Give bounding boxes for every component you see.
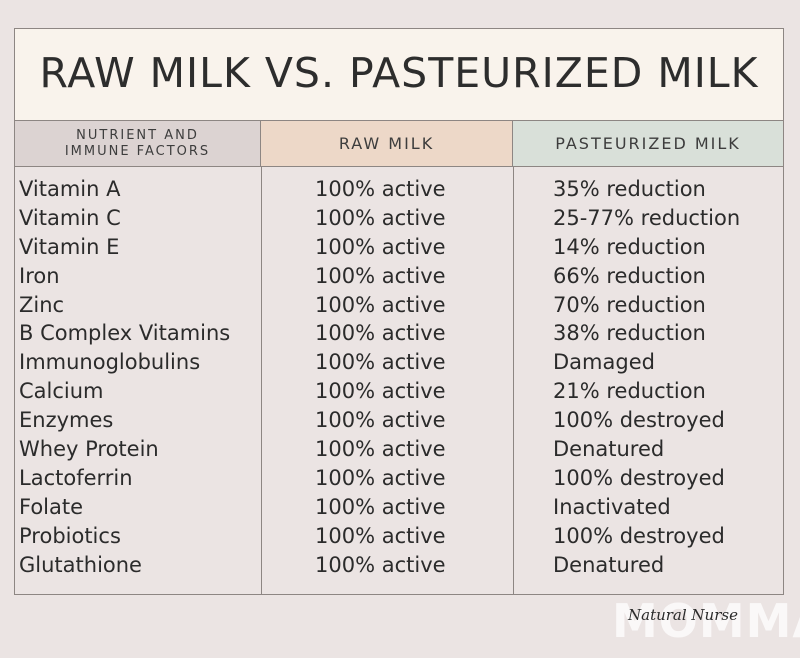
table-row: Immunoglobulins 100% active Damaged xyxy=(15,348,783,377)
raw-milk-cell: 100% active xyxy=(315,350,446,375)
table-row: Enzymes 100% active 100% destroyed xyxy=(15,406,783,435)
pasteurized-milk-cell: 100% destroyed xyxy=(553,465,725,490)
pasteurized-milk-cell: 35% reduction xyxy=(553,177,706,201)
raw-milk-cell: 100% active xyxy=(315,494,446,519)
column-header-raw-milk: RAW MILK xyxy=(261,121,513,167)
column-header-nutrient: NUTRIENT AND IMMUNE FACTORS xyxy=(15,121,261,167)
raw-milk-cell: 100% active xyxy=(315,465,446,490)
comparison-card: RAW MILK VS. PASTEURIZED MILK NUTRIENT A… xyxy=(14,28,784,595)
title-box: RAW MILK VS. PASTEURIZED MILK xyxy=(15,29,783,121)
pasteurized-milk-cell: 14% reduction xyxy=(553,234,706,259)
pasteurized-milk-cell: Inactivated xyxy=(553,494,671,519)
nutrient-cell: Lactoferrin xyxy=(19,465,133,490)
pasteurized-milk-cell: Denatured xyxy=(553,437,665,462)
raw-milk-cell: 100% active xyxy=(315,177,446,201)
column-divider-1 xyxy=(261,167,262,595)
nutrient-cell: Immunoglobulins xyxy=(19,350,201,375)
raw-milk-cell: 100% active xyxy=(315,437,446,462)
watermark-big-text: MOMMA xyxy=(612,594,800,648)
nutrient-cell: Vitamin E xyxy=(19,234,120,259)
nutrient-cell: Zinc xyxy=(19,292,65,317)
table-row: Vitamin C 100% active 25-77% reduction xyxy=(15,204,783,233)
nutrient-cell: Calcium xyxy=(19,379,104,404)
raw-milk-cell: 100% active xyxy=(315,408,446,433)
pasteurized-milk-cell: 25-77% reduction xyxy=(553,205,741,230)
table-row: Vitamin E 100% active 14% reduction xyxy=(15,233,783,262)
raw-milk-cell: 100% active xyxy=(315,379,446,404)
raw-milk-cell: 100% active xyxy=(315,205,446,230)
table-row: B Complex Vitamins 100% active 38% reduc… xyxy=(15,319,783,348)
nutrient-cell: Vitamin A xyxy=(19,177,121,201)
nutrient-cell: Iron xyxy=(19,263,60,288)
pasteurized-milk-cell: Damaged xyxy=(553,350,655,375)
pasteurized-milk-cell: 70% reduction xyxy=(553,292,706,317)
column-divider-2 xyxy=(513,167,514,595)
column-header-nutrient-line2: IMMUNE FACTORS xyxy=(64,143,211,159)
nutrient-cell: Probiotics xyxy=(19,523,121,548)
pasteurized-milk-cell: 100% destroyed xyxy=(553,523,725,548)
nutrient-cell: Enzymes xyxy=(19,408,114,433)
pasteurized-milk-cell: 100% destroyed xyxy=(553,408,725,433)
raw-milk-cell: 100% active xyxy=(315,263,446,288)
table-row: Calcium 100% active 21% reduction xyxy=(15,377,783,406)
raw-milk-cell: 100% active xyxy=(315,552,446,577)
table-row: Vitamin A 100% active 35% reduction xyxy=(15,175,783,204)
raw-milk-cell: 100% active xyxy=(315,292,446,317)
nutrient-cell: B Complex Vitamins xyxy=(19,321,231,346)
raw-milk-cell: 100% active xyxy=(315,321,446,346)
page-title: RAW MILK VS. PASTEURIZED MILK xyxy=(39,49,759,97)
pasteurized-milk-cell: Denatured xyxy=(553,552,665,577)
nutrient-cell: Vitamin C xyxy=(19,205,121,230)
pasteurized-milk-cell: 21% reduction xyxy=(553,379,706,404)
raw-milk-cell: 100% active xyxy=(315,234,446,259)
table-row: Glutathione 100% active Denatured xyxy=(15,551,783,580)
table-row: Zinc 100% active 70% reduction xyxy=(15,291,783,320)
watermark-logo: MOMMA Natural Nurse xyxy=(612,594,800,652)
pasteurized-milk-cell: 38% reduction xyxy=(553,321,706,346)
raw-milk-cell: 100% active xyxy=(315,523,446,548)
nutrient-cell: Folate xyxy=(19,494,84,519)
column-header-nutrient-line1: NUTRIENT AND xyxy=(76,127,199,143)
nutrient-cell: Glutathione xyxy=(19,552,142,577)
table-row: Lactoferrin 100% active 100% destroyed xyxy=(15,464,783,493)
pasteurized-milk-cell: 66% reduction xyxy=(553,263,706,288)
nutrient-cell: Whey Protein xyxy=(19,437,159,462)
table-row: Whey Protein 100% active Denatured xyxy=(15,435,783,464)
table-row: Folate 100% active Inactivated xyxy=(15,493,783,522)
table-row: Probiotics 100% active 100% destroyed xyxy=(15,522,783,551)
watermark-script-text: Natural Nurse xyxy=(628,606,738,624)
column-header-pasteurized-milk: PASTEURIZED MILK xyxy=(513,121,783,167)
table-row: Iron 100% active 66% reduction xyxy=(15,262,783,291)
table-body: Vitamin A 100% active 35% reduction Vita… xyxy=(15,175,783,579)
